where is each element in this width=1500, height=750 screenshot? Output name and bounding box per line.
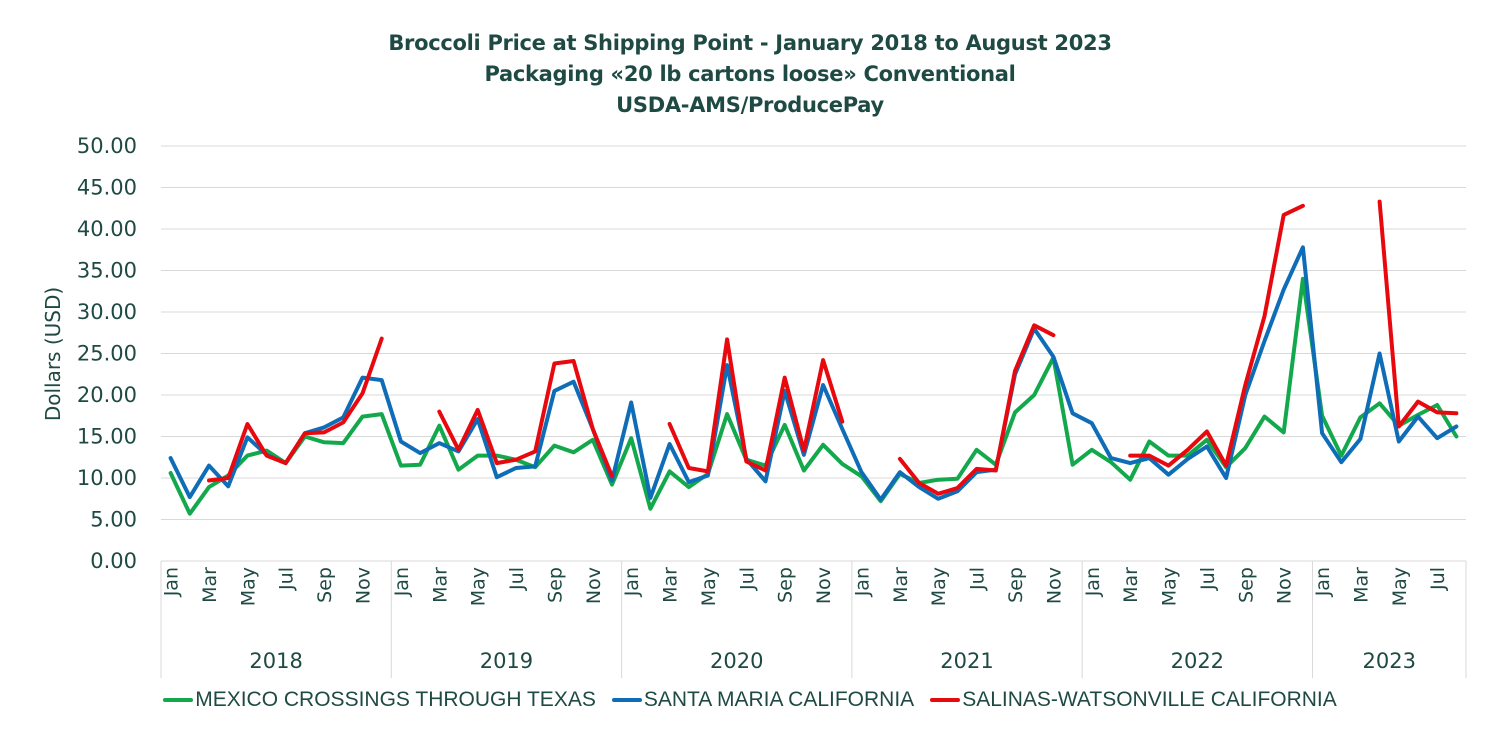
x-tick-label-month: Jan bbox=[161, 567, 183, 597]
series-salinas-watsonville-california bbox=[207, 199, 1459, 496]
y-tick-label: 35.00 bbox=[77, 259, 137, 283]
x-tick-label-month: Jan bbox=[391, 567, 413, 597]
y-tick-label: 20.00 bbox=[77, 383, 137, 407]
legend-swatch bbox=[163, 698, 194, 702]
x-tick-label-month: Mar bbox=[890, 567, 912, 603]
x-tick-label-month: Jul bbox=[1427, 567, 1449, 591]
legend-label: SANTA MARIA CALIFORNIA bbox=[643, 688, 915, 711]
x-tick-label-month: May bbox=[928, 567, 950, 606]
chart-title: Broccoli Price at Shipping Point - Janua… bbox=[0, 28, 1500, 121]
y-tick-label: 5.00 bbox=[90, 508, 137, 532]
series-line-segment bbox=[207, 336, 384, 483]
x-tick-label-year: 2020 bbox=[710, 649, 763, 673]
series-line-segment bbox=[1377, 199, 1459, 429]
series-line-segment bbox=[897, 323, 1056, 496]
x-tick-label-month: Mar bbox=[1350, 567, 1372, 603]
x-tick-label-month: Jan bbox=[1312, 567, 1334, 597]
x-tick-label-month: Jul bbox=[506, 567, 528, 591]
x-axis: Jan Mar May Jul Sep Nov 2018 Jan Mar May Jul Sep Nov… bbox=[160, 560, 1467, 678]
legend-label: MEXICO CROSSINGS THROUGH TEXAS bbox=[195, 688, 596, 711]
legend: MEXICO CROSSINGS THROUGH TEXAS SANTA MARI… bbox=[0, 688, 1500, 712]
x-tick-label-month: Nov bbox=[583, 567, 605, 604]
x-tick-label-month: Jan bbox=[621, 567, 643, 597]
x-tick-label-year: 2021 bbox=[940, 649, 993, 673]
x-tick-label-month: May bbox=[468, 567, 490, 606]
x-tick-label-month: Jan bbox=[1082, 567, 1104, 597]
y-tick-label: 0.00 bbox=[90, 549, 137, 573]
chart-title-line-3: USDA-AMS/ProducePay bbox=[616, 93, 884, 117]
y-tick-label: 50.00 bbox=[77, 134, 137, 158]
x-tick-label-month: May bbox=[237, 567, 259, 606]
series-line-segment bbox=[168, 276, 1459, 516]
x-tick-label-month: Sep bbox=[314, 567, 336, 603]
y-tick-label: 15.00 bbox=[77, 425, 137, 449]
series-line-segment bbox=[437, 359, 614, 479]
gridlines bbox=[161, 145, 1466, 520]
x-tick-label-year: 2022 bbox=[1171, 649, 1224, 673]
y-tick-label: 10.00 bbox=[77, 466, 137, 490]
x-tick-label-month: Nov bbox=[1274, 567, 1296, 604]
x-tick-label-month: Jul bbox=[1197, 567, 1219, 591]
x-tick-label-month: Sep bbox=[775, 567, 797, 603]
x-tick-label-month: Jul bbox=[276, 567, 298, 591]
series-line-segment bbox=[168, 245, 1459, 502]
x-tick-label-month: Mar bbox=[429, 567, 451, 603]
legend-item: SANTA MARIA CALIFORNIA bbox=[611, 688, 915, 712]
x-tick-label-month: Jul bbox=[736, 567, 758, 591]
x-tick-label-month: Sep bbox=[544, 567, 566, 603]
x-tick-label-month: Mar bbox=[1120, 567, 1142, 603]
x-tick-label-month: May bbox=[1389, 567, 1411, 606]
x-tick-label-year: 2023 bbox=[1363, 649, 1416, 673]
x-tick-label-month: Nov bbox=[353, 567, 375, 604]
x-tick-label-month: Mar bbox=[660, 567, 682, 603]
x-tick-label-month: Mar bbox=[199, 567, 221, 603]
y-tick-label: 25.00 bbox=[77, 342, 137, 366]
series-lines bbox=[168, 199, 1459, 516]
x-tick-label-month: Sep bbox=[1235, 567, 1257, 603]
x-tick-label-month: Nov bbox=[813, 567, 835, 604]
series-santa-maria-california bbox=[168, 245, 1459, 502]
y-tick-label: 45.00 bbox=[77, 176, 137, 200]
legend-swatch bbox=[611, 698, 642, 702]
series-line-segment bbox=[1128, 203, 1305, 468]
y-tick-label: 30.00 bbox=[77, 300, 137, 324]
x-tick-label-month: Jul bbox=[967, 567, 989, 591]
x-tick-label-year: 2019 bbox=[480, 649, 533, 673]
x-tick-label-month: Sep bbox=[1005, 567, 1027, 603]
legend-swatch bbox=[930, 698, 961, 702]
legend-item: SALINAS-WATSONVILLE CALIFORNIA bbox=[930, 688, 1337, 712]
y-tick-label: 40.00 bbox=[77, 217, 137, 241]
legend-item: MEXICO CROSSINGS THROUGH TEXAS bbox=[163, 688, 596, 712]
series-line-segment bbox=[667, 337, 845, 474]
x-tick-label-month: Nov bbox=[1043, 567, 1065, 604]
y-axis: 0.00 5.00 10.00 15.00 20.00 25.00 30.00 35.00 40… bbox=[77, 134, 137, 573]
chart-title-line-1: Broccoli Price at Shipping Point - Janua… bbox=[388, 31, 1112, 55]
x-tick-label-month: May bbox=[1159, 567, 1181, 606]
x-tick-label-year: 2018 bbox=[249, 649, 302, 673]
y-axis-label: Dollars (USD) bbox=[41, 287, 65, 421]
legend-label: SALINAS-WATSONVILLE CALIFORNIA bbox=[962, 688, 1337, 711]
chart-title-line-2: Packaging «20 lb cartons loose» Conventi… bbox=[484, 62, 1016, 86]
x-tick-label-month: May bbox=[698, 567, 720, 606]
x-tick-label-month: Jan bbox=[851, 567, 873, 597]
series-mexico-crossings-through-texas bbox=[168, 276, 1459, 516]
